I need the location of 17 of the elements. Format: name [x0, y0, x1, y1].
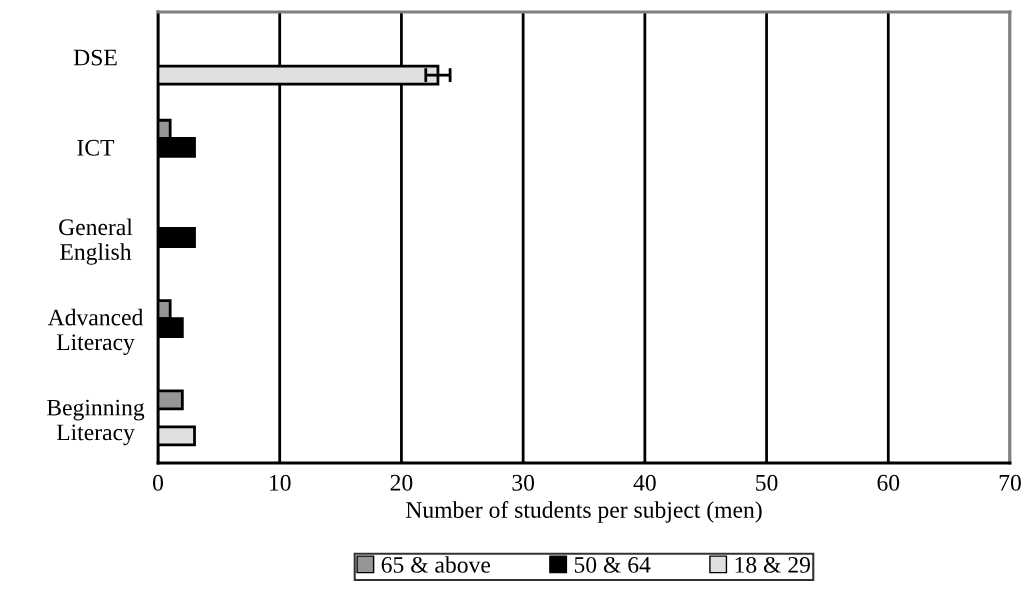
- legend-label: 18 & 29: [735, 556, 810, 573]
- x-tick-label: 60: [877, 474, 900, 491]
- y-tick-label: DSE: [73, 49, 117, 66]
- x-axis-title: Number of students per subject (men): [406, 501, 762, 523]
- x-tick-label: 20: [390, 474, 413, 491]
- x-tick-label: 0: [153, 474, 163, 491]
- y-tick-label: General English: [59, 218, 133, 265]
- x-tick-label: 10: [269, 474, 291, 491]
- x-tick-label: 70: [999, 474, 1021, 491]
- legend-label: 65 & above: [381, 556, 491, 573]
- x-tick-label: 50: [756, 474, 778, 491]
- legend-label: 50 & 64: [574, 556, 651, 573]
- x-tick-label: 40: [633, 474, 656, 491]
- y-tick-label: ICT: [77, 139, 115, 156]
- y-tick-label: Beginning Literacy: [46, 399, 145, 446]
- y-tick-label: Advanced Literacy: [47, 308, 144, 355]
- x-tick-label: 30: [512, 474, 535, 491]
